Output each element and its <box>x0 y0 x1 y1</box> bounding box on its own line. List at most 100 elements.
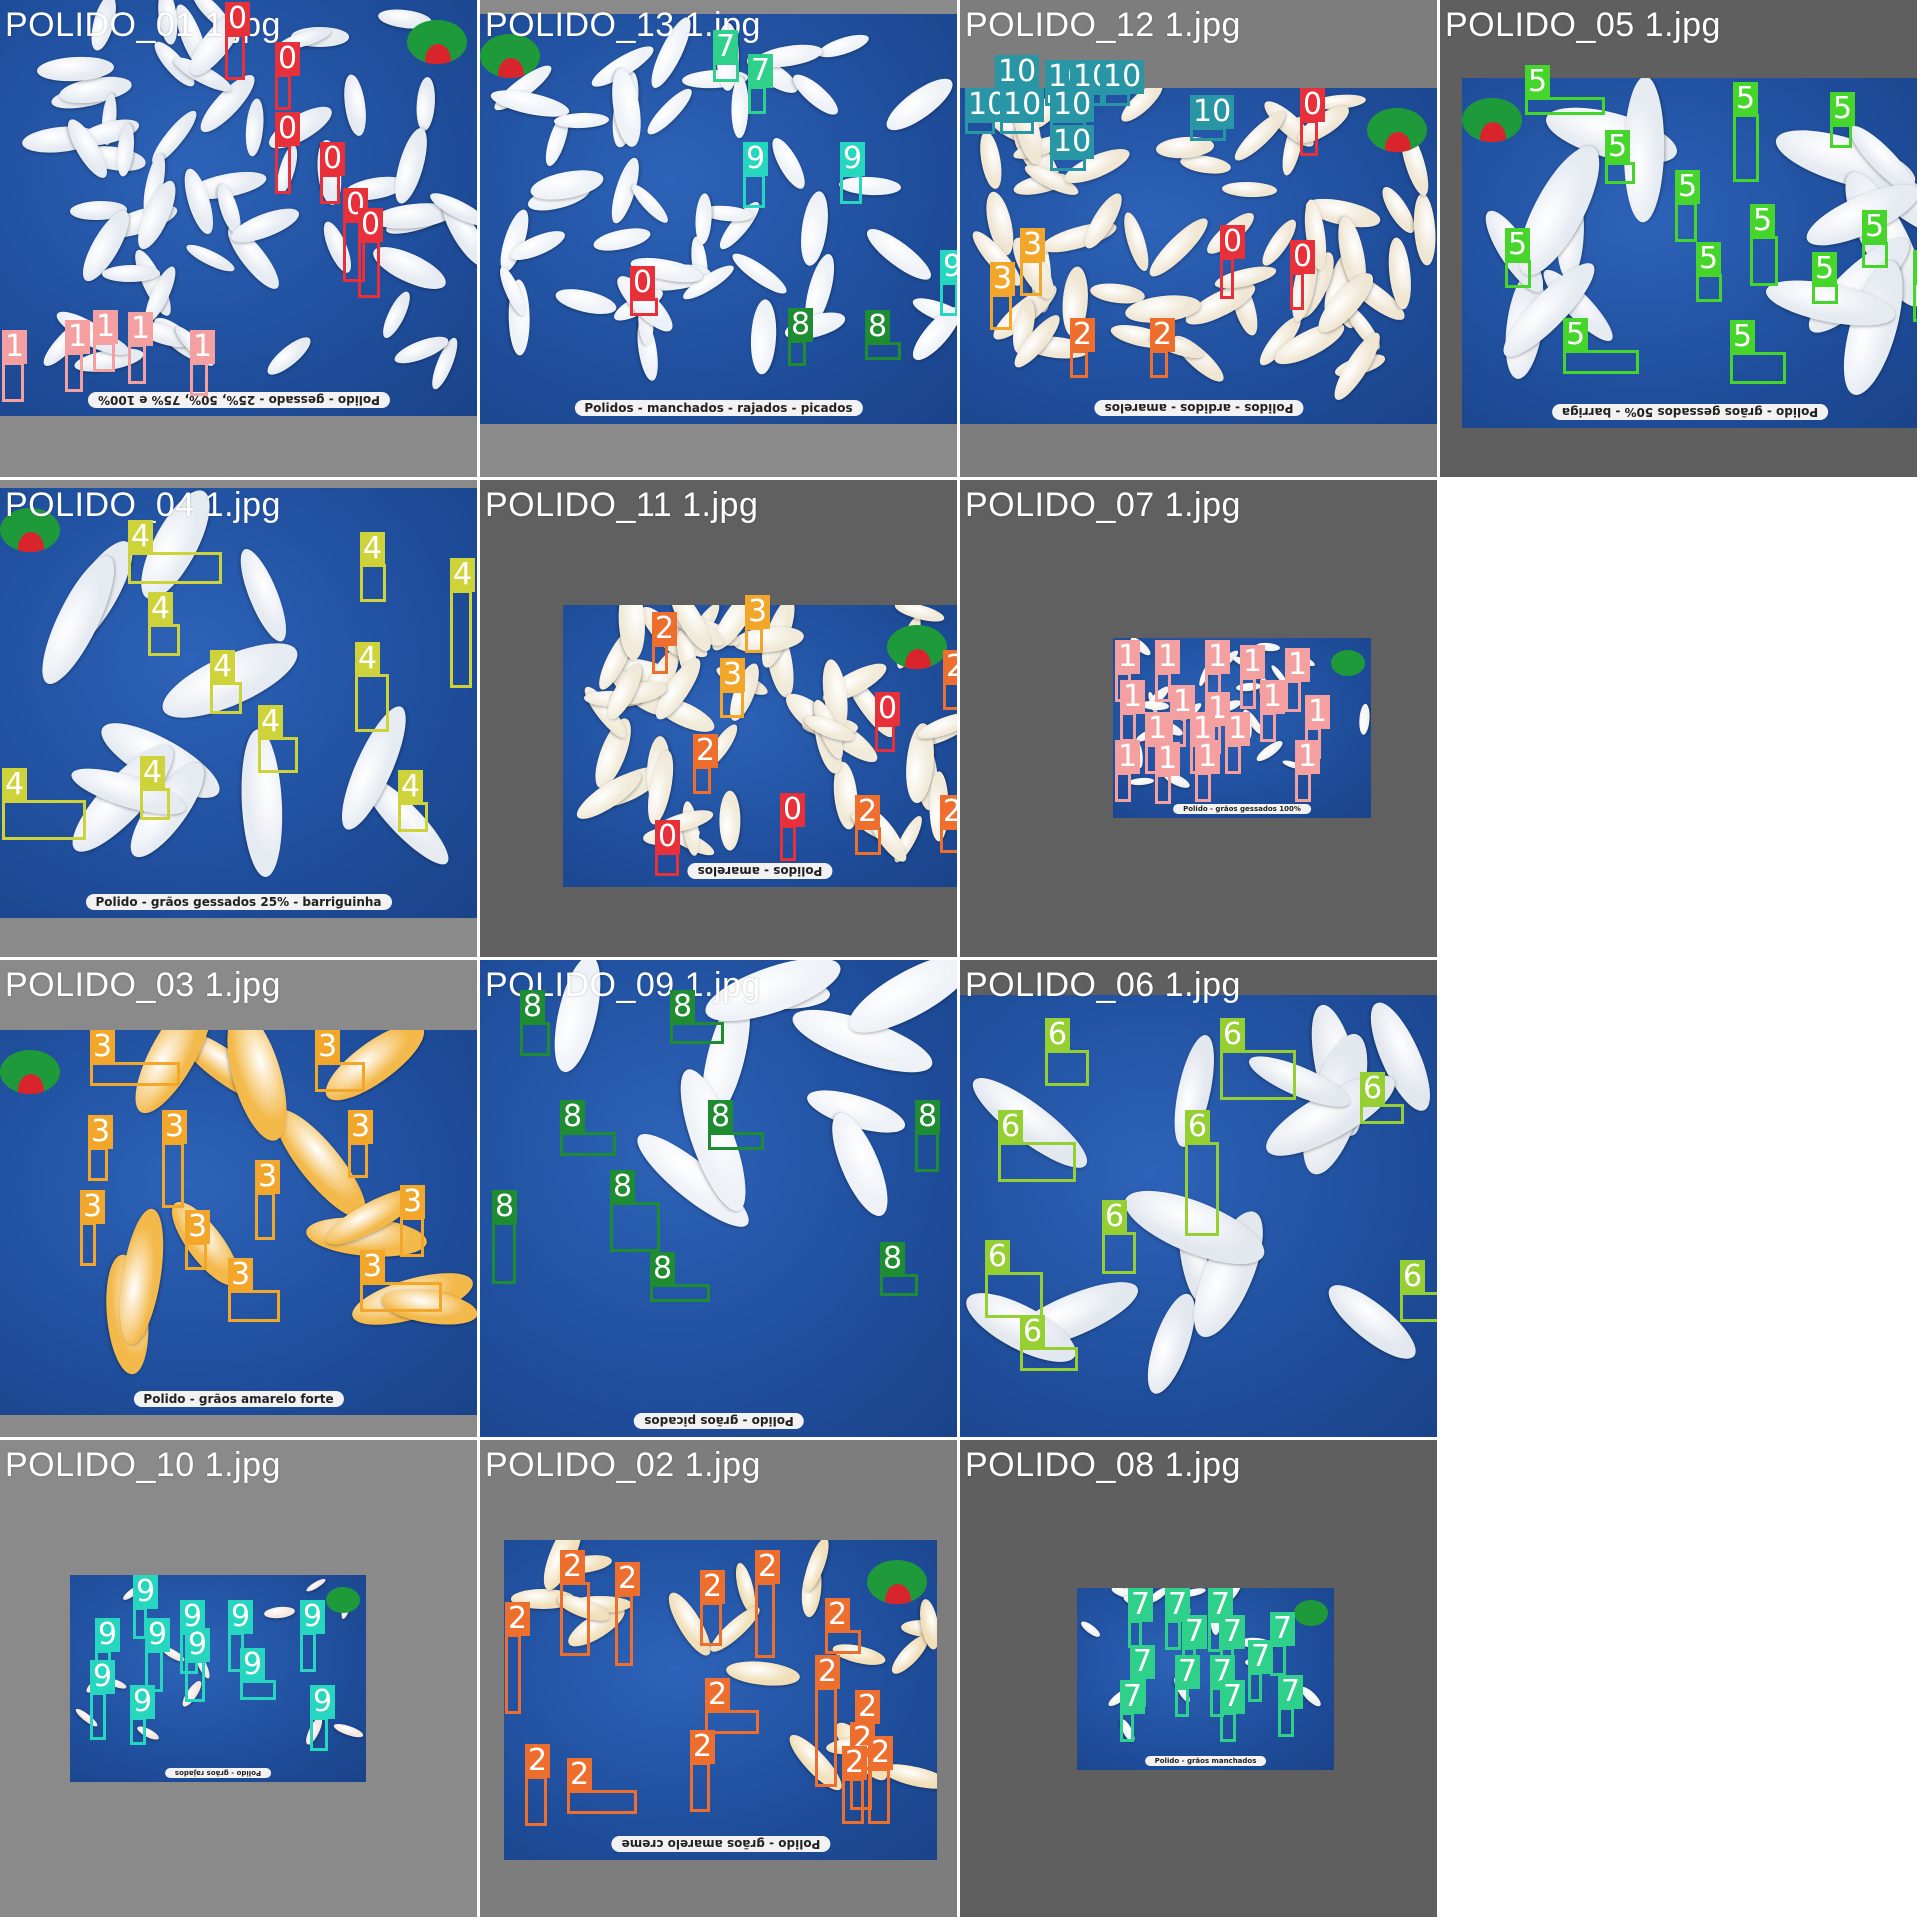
rice-grain <box>641 83 697 140</box>
detection-box <box>1100 92 1130 106</box>
detection-box <box>700 1602 722 1646</box>
detection-class-label: 5 <box>1696 242 1722 276</box>
detection-class-label: 6 <box>1400 1260 1426 1294</box>
rice-photo: Polidos - manchados - rajados - picados <box>480 14 957 424</box>
detection-class-label: 9 <box>228 1600 254 1634</box>
tile-filename: POLIDO_07 1.jpg <box>965 486 1241 524</box>
detection-box <box>492 1222 516 1284</box>
detection-class-label: 3 <box>162 1110 188 1144</box>
detection-box <box>745 627 763 653</box>
mosaic-tile: Polido - grãos gessados 25% - barriguinh… <box>0 480 477 957</box>
tile-filename: POLIDO_10 1.jpg <box>5 1446 281 1484</box>
detection-class-label: 2 <box>855 1690 881 1724</box>
rice-grain <box>1119 209 1154 273</box>
detection-box <box>1505 260 1531 288</box>
photo-caption: Polidos - ardidos - amarelos <box>1094 400 1303 416</box>
detection-class-label: 6 <box>1220 1018 1246 1052</box>
detection-box <box>310 1717 328 1751</box>
detection-class-label: 2 <box>505 1602 531 1636</box>
detection-class-label: 9 <box>133 1575 159 1609</box>
photo-caption: Polido - gessado - 25%, 50%, 75% e 100% <box>87 392 390 408</box>
detection-box <box>1295 772 1311 802</box>
detection-box <box>998 1142 1076 1182</box>
detection-box <box>1050 157 1086 171</box>
rice-photo <box>960 995 1437 1437</box>
detection-box <box>1730 352 1786 384</box>
detection-class-label: 3 <box>228 1258 254 1292</box>
detection-box <box>1102 1232 1136 1274</box>
detection-box <box>2 362 24 402</box>
detection-class-label: 0 <box>275 42 301 76</box>
photo-caption: Polidos - amarelos <box>687 863 833 879</box>
detection-box <box>1190 127 1226 141</box>
detection-class-label: 1 <box>1170 685 1196 719</box>
detection-class-label: 2 <box>825 1598 851 1632</box>
rice-grain <box>1412 193 1437 267</box>
rice-grain <box>730 76 749 139</box>
detection-class-label: 7 <box>1248 1640 1274 1674</box>
detection-class-label: 8 <box>708 1100 734 1134</box>
detection-class-label: 2 <box>693 734 719 768</box>
detection-class-label: 7 <box>1130 1645 1156 1679</box>
rice-grain <box>1228 105 1291 166</box>
rice-grain <box>727 248 791 300</box>
detection-class-label: 8 <box>880 1242 906 1276</box>
rice-grain <box>243 98 266 158</box>
detection-class-label: 1 <box>1115 740 1141 774</box>
detection-box <box>93 342 115 372</box>
detection-box <box>1115 772 1131 802</box>
detection-box <box>348 1142 368 1178</box>
detection-box <box>148 624 180 656</box>
detection-class-label: 1 <box>1115 640 1141 674</box>
rice-grain <box>263 1605 296 1621</box>
rice-grain <box>183 239 237 276</box>
rice-grain <box>231 543 295 646</box>
detection-box <box>865 342 901 360</box>
tile-filename: POLIDO_11 1.jpg <box>485 486 759 524</box>
detection-class-label: 2 <box>525 1744 551 1778</box>
detection-class-label: 7 <box>1175 1655 1201 1689</box>
rice-grain <box>553 284 618 319</box>
detection-box <box>1360 1104 1404 1124</box>
photo-caption: Polido - grãos amarelo forte <box>133 1391 344 1407</box>
detection-box <box>450 590 472 688</box>
detection-class-label: 10 <box>1050 125 1095 159</box>
detection-class-label: 1 <box>1155 742 1181 776</box>
rice-grain <box>694 193 713 245</box>
detection-box <box>1750 236 1778 286</box>
clacereais-logo <box>1462 98 1522 142</box>
detection-box <box>630 298 658 316</box>
detection-box <box>842 1778 864 1824</box>
detection-class-label: 7 <box>1128 1588 1154 1622</box>
detection-box <box>567 1790 637 1814</box>
rice-grain <box>1358 702 1371 735</box>
detection-box <box>128 552 222 584</box>
detection-box <box>210 682 242 714</box>
detection-class-label: 9 <box>840 142 866 176</box>
detection-class-label: 5 <box>1750 204 1776 238</box>
rice-grain <box>879 70 957 139</box>
detection-class-label: 2 <box>615 1562 641 1596</box>
tile-filename: POLIDO_02 1.jpg <box>485 1446 761 1484</box>
clacereais-logo <box>1331 650 1365 676</box>
detection-class-label: 5 <box>1862 210 1888 244</box>
detection-class-label: 0 <box>1220 225 1246 259</box>
mosaic-tile: Polido - gessado - 25%, 50%, 75% e 100% P… <box>0 0 477 477</box>
detection-box <box>1120 712 1136 742</box>
detection-class-label: 8 <box>670 990 696 1024</box>
detection-box <box>162 1142 184 1208</box>
detection-box <box>825 1630 861 1654</box>
detection-box <box>80 1222 96 1266</box>
detection-box <box>1240 677 1256 709</box>
detection-class-label: 0 <box>320 142 346 176</box>
clacereais-logo <box>1294 1600 1328 1626</box>
mosaic-tile: Polido - grãos amarelo forte POLIDO_03 1.… <box>0 960 477 1437</box>
detection-class-label: 10 <box>995 55 1040 89</box>
detection-class-label: 10 <box>1000 88 1045 122</box>
detection-box <box>940 827 957 853</box>
detection-class-label: 4 <box>148 592 174 626</box>
detection-class-label: 8 <box>865 310 891 344</box>
detection-class-label: 5 <box>1913 250 1917 284</box>
rice-grain <box>719 790 742 851</box>
